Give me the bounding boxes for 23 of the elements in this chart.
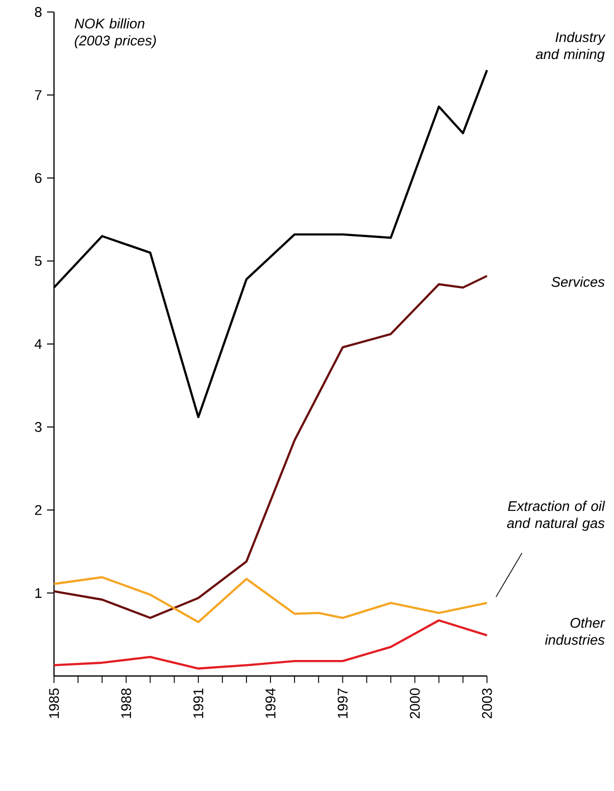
x-tick-label: 1997 [338,688,348,718]
y-tick-label: 4 [34,339,42,349]
y-tick-label: 2 [35,505,42,515]
text: Industry and mining [536,32,606,62]
text: Extraction of oil and natural gas [507,500,606,531]
y-tick-label: 1 [35,588,42,598]
x-tick-label: 1991 [193,688,204,718]
line-series [52,274,488,619]
y-tick-label: 7 [35,90,42,100]
line-series [52,619,488,670]
y-tick-label: 3 [34,422,42,432]
x-tick-label: 1985 [49,688,59,718]
y-tick-label: 6 [35,173,42,183]
x-tick-label: 1988 [121,688,132,718]
line-series [52,576,488,624]
y-axis-title: NOK billion (2003 prices) [74,18,156,48]
x-tick-label: 1994 [266,688,276,718]
x-tick-label: 2000 [410,688,420,718]
text: Other industries [545,618,606,645]
y-tick-label: 8 [34,7,42,17]
x-tick-label: 2003 [482,688,492,718]
text: Services [552,276,605,287]
y-tick-label: 5 [34,256,42,266]
